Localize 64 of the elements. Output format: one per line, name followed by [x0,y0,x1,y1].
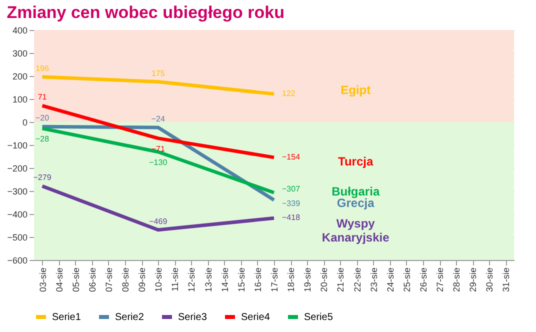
legend-label: Serie2 [115,312,144,323]
data-label: 196 [36,64,50,73]
x-tick-label: 20-sie [319,268,330,292]
y-tick-label: −100 [7,140,28,150]
x-tick-label: 11-sie [170,268,180,292]
data-label: −154 [282,152,301,162]
data-label: 175 [151,68,166,78]
x-tick-label: 19-sie [302,268,313,292]
data-label: −279 [33,173,52,182]
x-tick-label: 05-sie [70,268,81,292]
data-label: 122 [282,88,296,98]
x-tick-label: 12-sie [186,268,197,292]
data-label: −418 [282,213,301,222]
annotation: Bułgaria [332,184,380,198]
x-tick-label: 06-sie [87,268,98,292]
x-tick-label: 29-sie [468,268,478,292]
x-tick-label: 31-sie [501,268,512,292]
y-tick-label: −400 [7,210,28,220]
x-tick-label: 17-sie [270,268,280,292]
y-tick-label: −600 [7,256,28,266]
x-tick-label: 10-sie [154,268,164,292]
x-tick-label: 25-sie [402,268,412,292]
annotation: Egipt [340,83,371,98]
y-tick-label: 0 [22,118,28,128]
x-tick-label: 22-sie [352,268,362,292]
data-label: −307 [282,184,301,194]
x-tick-label: 28-sie [452,268,462,292]
y-tick-label: 400 [12,26,28,36]
data-label: −24 [151,114,166,124]
x-tick-label: 26-sie [418,268,428,292]
data-label: −339 [282,198,301,208]
data-label: −28 [35,134,50,144]
y-tick-label: 300 [12,48,28,58]
y-tick-label: −500 [7,232,28,242]
data-label: −130 [149,158,168,167]
x-tick-label: 13-sie [203,268,214,292]
chart-title: Zmiany cen wobec ubiegłego roku [6,3,284,22]
y-tick-label: 100 [12,94,28,104]
x-tick-label: 30-sie [484,268,495,292]
y-tick-label: −300 [7,186,28,196]
x-tick-label: 08-sie [120,268,131,292]
x-tick-label: 07-sie [104,268,114,292]
x-tick-label: 21-sie [336,268,346,292]
data-label: 71 [38,92,48,102]
legend-label: Serie1 [52,312,82,323]
legend-label: Serie4 [241,312,270,323]
x-tick-label: 15-sie [236,268,246,292]
x-tick-label: 18-sie [286,268,296,292]
annotation: Wyspy Kanaryjskie [322,216,390,245]
x-tick-label: 04-sie [54,268,64,292]
x-tick-label: 14-sie [220,268,230,292]
data-label: −469 [149,216,168,226]
x-tick-label: 27-sie [435,268,446,292]
data-label: −20 [35,114,50,123]
x-tick-label: 03-sie [38,268,48,292]
x-tick-label: 23-sie [368,268,379,292]
x-tick-label: 09-sie [137,268,148,292]
annotation: Turcja [338,154,374,168]
y-tick-label: 200 [12,72,28,82]
x-tick-label: 24-sie [385,268,396,292]
legend-label: Serie5 [304,312,334,323]
y-tick-label: −200 [7,164,28,174]
x-tick-label: 16-sie [252,268,263,292]
legend-label: Serie3 [178,312,208,323]
